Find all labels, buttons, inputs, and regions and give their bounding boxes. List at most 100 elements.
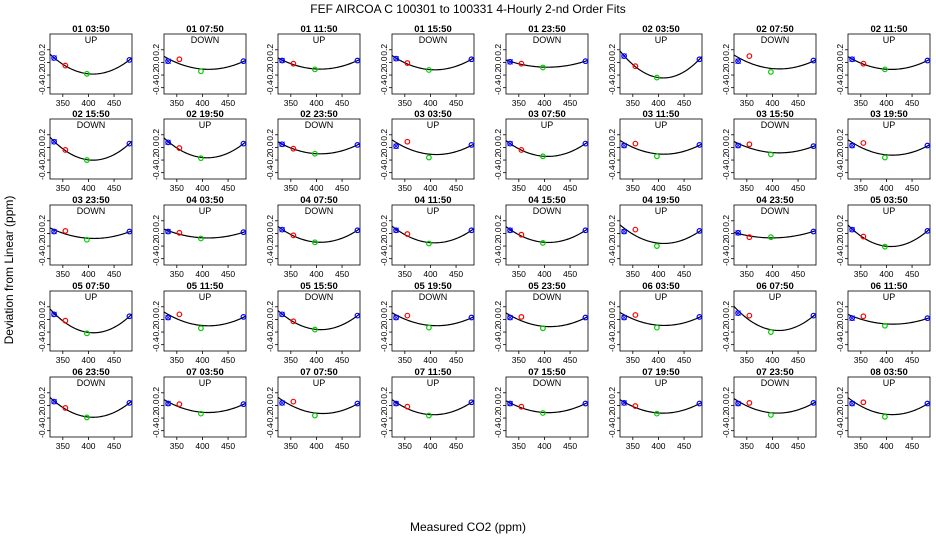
data-point xyxy=(468,399,475,406)
data-point xyxy=(165,400,172,407)
fit-curve xyxy=(277,396,361,415)
data-point xyxy=(404,138,411,145)
data-point-cross xyxy=(393,314,399,321)
panel-direction-label: UP xyxy=(199,206,212,216)
data-point-cross xyxy=(621,314,627,321)
x-tick-label: 350 xyxy=(626,441,640,451)
data-point xyxy=(354,57,361,64)
data-point xyxy=(279,57,286,64)
data-point-cross xyxy=(279,311,285,318)
x-tick-label: 450 xyxy=(221,98,235,108)
y-tick-label: -0.2 xyxy=(835,324,845,339)
y-tick-label: 0.0 xyxy=(37,313,47,325)
panel-title: 01 15:50 xyxy=(414,24,452,35)
data-point xyxy=(507,140,514,147)
panel-title: 03 03:50 xyxy=(414,109,452,120)
panel-direction-label: UP xyxy=(769,292,782,302)
x-tick-label: 450 xyxy=(449,441,463,451)
y-tick-label: -0.2 xyxy=(379,67,389,82)
panel-title: 02 15:50 xyxy=(72,109,110,120)
fit-curve xyxy=(619,224,703,245)
x-tick-label: 400 xyxy=(81,441,95,451)
y-tick-label: 0.0 xyxy=(379,56,389,68)
data-point xyxy=(197,410,204,417)
data-point xyxy=(882,243,888,250)
fit-curve xyxy=(733,305,817,332)
data-point-cross xyxy=(393,400,399,407)
y-tick-label: 0.2 xyxy=(607,215,617,227)
x-tick-label: 350 xyxy=(740,98,754,108)
data-point xyxy=(735,400,741,407)
y-tick-label: -0.4 xyxy=(835,80,845,95)
y-tick-label: -0.2 xyxy=(835,238,845,253)
y-tick-label: -0.2 xyxy=(607,152,617,167)
data-point-cross xyxy=(165,400,171,407)
x-tick-label: 450 xyxy=(107,183,121,193)
data-point xyxy=(176,145,183,151)
y-tick-label: -0.2 xyxy=(37,67,47,82)
figure-title: FEF AIRCOA C 100301 to 100331 4-Hourly 2… xyxy=(310,2,625,16)
y-tick-label: 0.0 xyxy=(265,313,275,325)
y-tick-label: -0.4 xyxy=(835,165,845,180)
data-point-cross xyxy=(165,139,171,146)
data-point-cross xyxy=(735,310,741,316)
panel-direction-label: DOWN xyxy=(419,292,448,302)
x-tick-label: 450 xyxy=(221,183,235,193)
fit-curve xyxy=(391,139,475,156)
data-point xyxy=(621,142,627,149)
y-tick-label: -0.2 xyxy=(37,324,47,339)
panel-frame xyxy=(163,204,247,266)
panel-direction-label: DOWN xyxy=(419,35,448,45)
x-tick-label: 350 xyxy=(170,355,184,365)
y-tick-label: 0.2 xyxy=(379,44,389,56)
y-tick-label: -0.4 xyxy=(835,251,845,266)
data-point xyxy=(165,139,172,146)
data-point xyxy=(810,228,817,235)
y-tick-label: -0.2 xyxy=(151,67,161,82)
panel-frame xyxy=(619,290,703,352)
y-tick-label: 0.0 xyxy=(607,56,617,68)
x-tick-label: 400 xyxy=(309,98,323,108)
panel-title: 01 07:50 xyxy=(186,24,224,35)
panel-frame xyxy=(391,290,475,352)
data-point xyxy=(404,312,411,319)
y-tick-label: 0.2 xyxy=(151,387,161,399)
y-tick-label: -0.2 xyxy=(493,152,503,167)
y-tick-label: -0.2 xyxy=(607,67,617,82)
x-tick-label: 450 xyxy=(107,441,121,451)
y-tick-label: 0.0 xyxy=(721,399,731,411)
data-point xyxy=(165,58,172,65)
data-point xyxy=(810,399,817,406)
panel-direction-label: DOWN xyxy=(761,206,790,216)
panel-direction-label: UP xyxy=(655,378,668,388)
y-tick-label: 0.0 xyxy=(607,141,617,153)
x-tick-label: 400 xyxy=(423,269,437,279)
x-tick-label: 400 xyxy=(195,355,209,365)
x-tick-label: 400 xyxy=(537,183,551,193)
panel-direction-label: UP xyxy=(655,120,668,130)
y-tick-label: 0.2 xyxy=(265,44,275,56)
x-tick-label: 450 xyxy=(107,98,121,108)
y-tick-label: 0.0 xyxy=(493,399,503,411)
fit-curve xyxy=(847,313,931,325)
y-tick-label: 0.2 xyxy=(37,387,47,399)
x-tick-label: 450 xyxy=(563,183,577,193)
y-tick-label: 0.0 xyxy=(151,313,161,325)
y-tick-label: 0.2 xyxy=(493,301,503,313)
x-tick-label: 450 xyxy=(905,441,919,451)
panel-title: 02 11:50 xyxy=(871,24,908,35)
data-point xyxy=(176,311,183,318)
x-tick-label: 350 xyxy=(56,355,70,365)
x-tick-label: 350 xyxy=(512,183,526,193)
data-point xyxy=(404,403,411,410)
data-point xyxy=(582,227,589,234)
x-tick-label: 400 xyxy=(537,355,551,365)
data-point xyxy=(83,414,90,421)
panel-direction-label: DOWN xyxy=(77,120,106,130)
